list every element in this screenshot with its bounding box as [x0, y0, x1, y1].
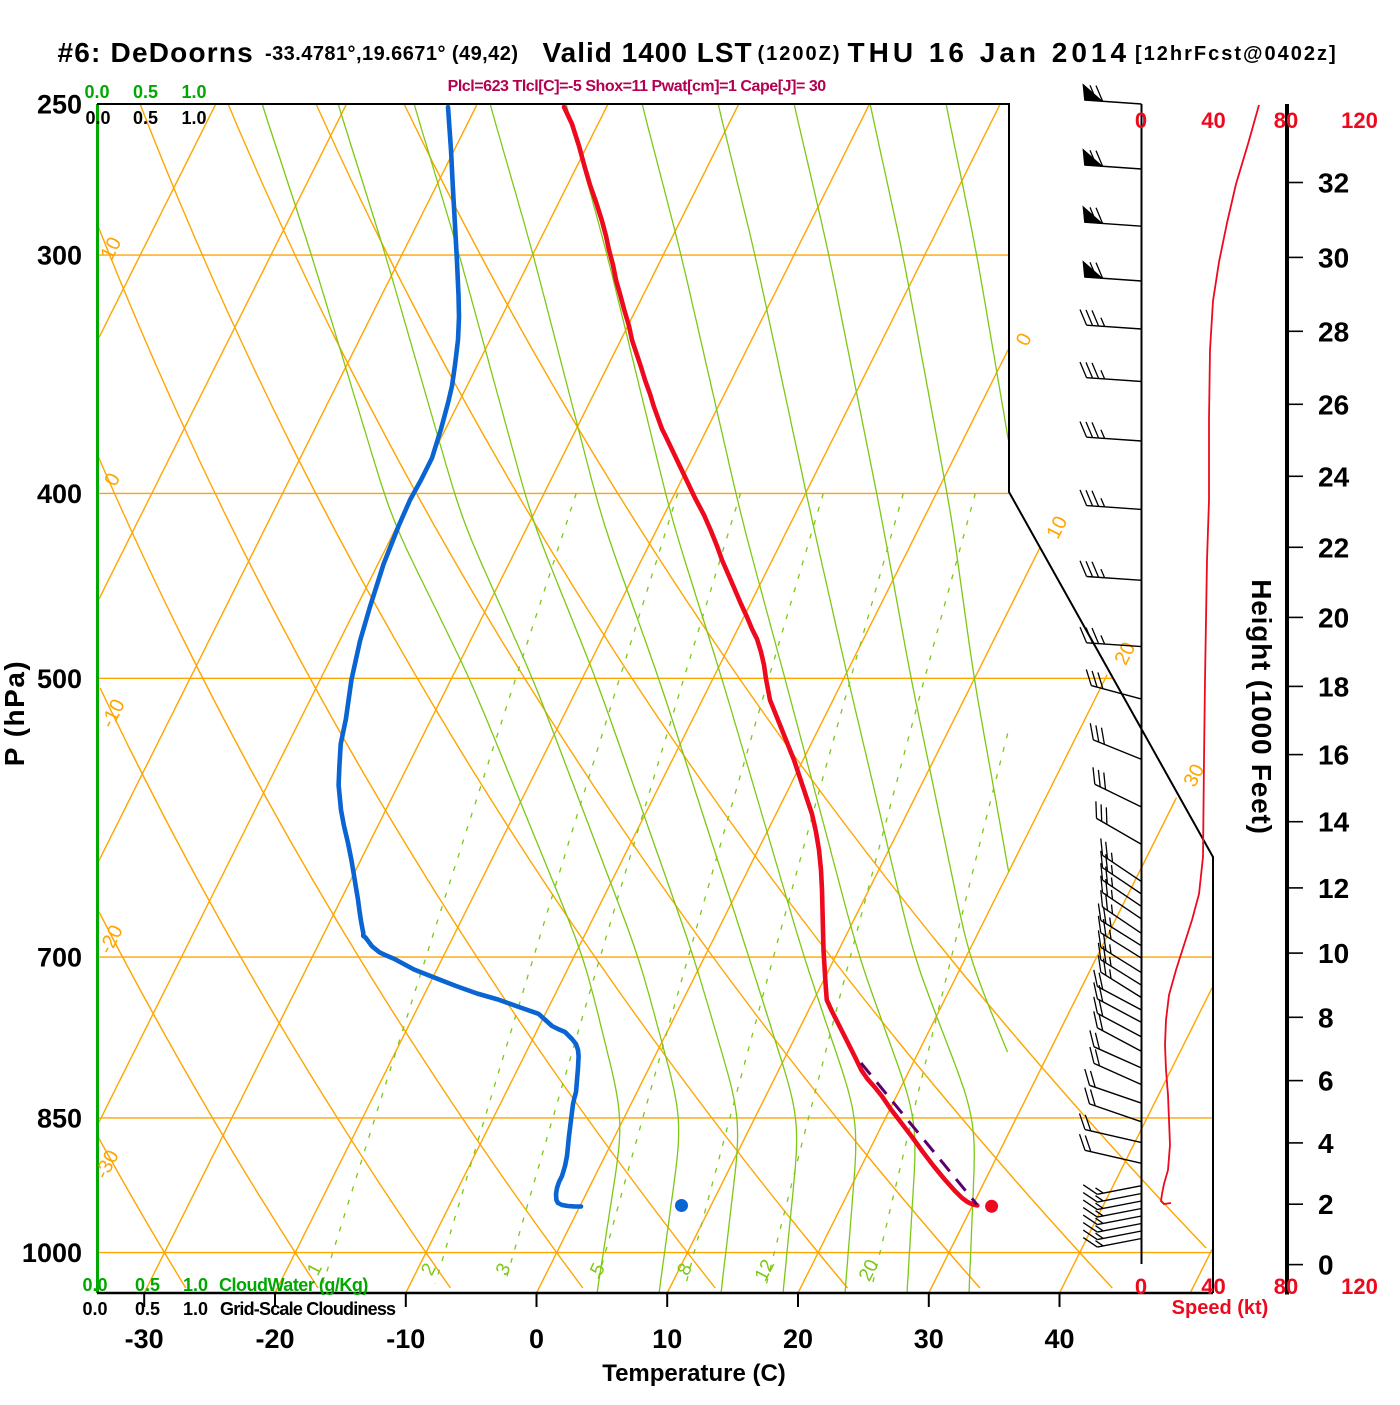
svg-text:0: 0 — [1318, 1250, 1334, 1281]
svg-text:120: 120 — [1341, 1274, 1378, 1299]
svg-text:(1200Z): (1200Z) — [758, 43, 842, 65]
svg-text:300: 300 — [37, 241, 82, 271]
svg-text:32: 32 — [1318, 168, 1349, 199]
svg-text:24: 24 — [1318, 461, 1350, 492]
svg-text:Speed (kt): Speed (kt) — [1172, 1297, 1269, 1319]
svg-text:-33.4781°,19.6671° (49,42): -33.4781°,19.6671° (49,42) — [265, 43, 518, 65]
svg-text:40: 40 — [1044, 1324, 1074, 1354]
svg-text:30: 30 — [1318, 242, 1349, 273]
svg-text:16: 16 — [1318, 740, 1349, 771]
svg-text:0: 0 — [529, 1324, 544, 1354]
svg-text:40: 40 — [1201, 108, 1225, 133]
svg-text:120: 120 — [1341, 108, 1378, 133]
svg-text:30: 30 — [914, 1324, 944, 1354]
svg-text:80: 80 — [1274, 108, 1298, 133]
svg-text:1000: 1000 — [22, 1238, 82, 1268]
svg-text:-10: -10 — [386, 1324, 425, 1354]
svg-text:10: 10 — [1318, 938, 1349, 969]
svg-text:Grid-Scale Cloudiness: Grid-Scale Cloudiness — [220, 1299, 396, 1319]
svg-text:Plcl=623 Tlcl[C]=-5 Shox=11 Pw: Plcl=623 Tlcl[C]=-5 Shox=11 Pwat[cm]=1 C… — [448, 78, 827, 95]
svg-text:THU 16 Jan 2014: THU 16 Jan 2014 — [848, 37, 1131, 68]
svg-text:#6: DeDoorns: #6: DeDoorns — [58, 37, 254, 68]
svg-text:1.0: 1.0 — [183, 1275, 208, 1295]
svg-text:Temperature (C): Temperature (C) — [602, 1360, 786, 1387]
svg-text:2: 2 — [1318, 1189, 1334, 1220]
svg-text:8: 8 — [1318, 1002, 1334, 1033]
svg-text:0.0: 0.0 — [82, 1275, 107, 1295]
svg-text:0.5: 0.5 — [135, 1275, 160, 1295]
svg-text:250: 250 — [37, 90, 82, 120]
svg-text:28: 28 — [1318, 316, 1349, 347]
svg-text:6: 6 — [1318, 1066, 1334, 1097]
svg-text:0.5: 0.5 — [133, 82, 158, 102]
svg-text:22: 22 — [1318, 532, 1349, 563]
svg-text:0: 0 — [1135, 1274, 1147, 1299]
svg-text:80: 80 — [1274, 1274, 1298, 1299]
svg-text:1.0: 1.0 — [181, 82, 206, 102]
svg-text:1.0: 1.0 — [181, 108, 206, 128]
svg-text:20: 20 — [1318, 602, 1349, 633]
svg-text:700: 700 — [37, 943, 82, 973]
svg-text:500: 500 — [37, 664, 82, 694]
svg-text:[12hrFcst@0402z]: [12hrFcst@0402z] — [1135, 43, 1338, 65]
svg-text:0: 0 — [1135, 108, 1147, 133]
svg-text:Valid 1400 LST: Valid 1400 LST — [543, 37, 753, 68]
svg-text:850: 850 — [37, 1103, 82, 1133]
svg-text:0.5: 0.5 — [135, 1299, 160, 1319]
svg-text:4: 4 — [1318, 1128, 1334, 1159]
svg-text:40: 40 — [1201, 1274, 1225, 1299]
svg-text:CloudWater (g/Kg): CloudWater (g/Kg) — [219, 1275, 368, 1295]
svg-text:0.0: 0.0 — [85, 108, 110, 128]
svg-text:14: 14 — [1318, 807, 1350, 838]
svg-text:18: 18 — [1318, 671, 1349, 702]
svg-text:-30: -30 — [125, 1324, 164, 1354]
svg-text:10: 10 — [652, 1324, 682, 1354]
svg-text:P (hPa): P (hPa) — [0, 660, 30, 766]
svg-text:-20: -20 — [255, 1324, 294, 1354]
svg-text:1.0: 1.0 — [183, 1299, 208, 1319]
svg-text:400: 400 — [37, 479, 82, 509]
svg-text:0.5: 0.5 — [133, 108, 158, 128]
svg-text:26: 26 — [1318, 389, 1349, 420]
svg-text:20: 20 — [783, 1324, 813, 1354]
svg-text:12: 12 — [1318, 873, 1349, 904]
svg-text:0.0: 0.0 — [82, 1299, 107, 1319]
svg-text:0.0: 0.0 — [84, 82, 109, 102]
svg-text:Height (1000 Feet): Height (1000 Feet) — [1246, 579, 1277, 835]
